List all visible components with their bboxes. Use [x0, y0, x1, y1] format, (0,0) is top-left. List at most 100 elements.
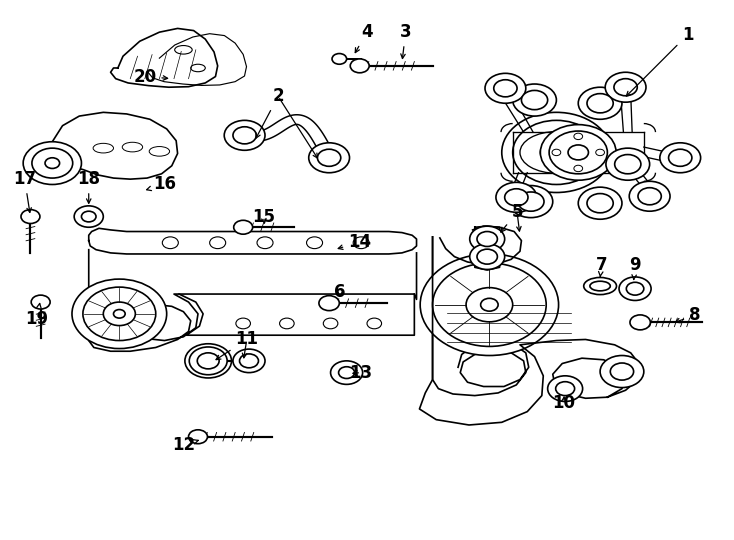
- Circle shape: [606, 72, 646, 102]
- Polygon shape: [419, 237, 640, 425]
- Circle shape: [194, 350, 222, 372]
- Circle shape: [309, 143, 349, 173]
- Text: 19: 19: [26, 303, 48, 328]
- Text: 6: 6: [334, 284, 346, 301]
- Text: 14: 14: [338, 233, 371, 251]
- Text: 8: 8: [675, 306, 700, 325]
- Circle shape: [556, 382, 575, 396]
- Circle shape: [552, 149, 561, 156]
- Polygon shape: [432, 237, 528, 396]
- Circle shape: [578, 87, 622, 119]
- Circle shape: [496, 183, 537, 212]
- Circle shape: [197, 353, 219, 369]
- Circle shape: [470, 226, 505, 252]
- Circle shape: [185, 344, 231, 378]
- Circle shape: [189, 430, 208, 444]
- Circle shape: [319, 296, 339, 310]
- Circle shape: [45, 158, 59, 168]
- Circle shape: [236, 318, 250, 329]
- Text: 15: 15: [252, 207, 275, 226]
- Polygon shape: [37, 112, 178, 180]
- Circle shape: [162, 237, 178, 248]
- Circle shape: [74, 206, 103, 227]
- Polygon shape: [89, 249, 416, 351]
- Text: 4: 4: [355, 23, 373, 52]
- Circle shape: [32, 148, 73, 178]
- Circle shape: [481, 298, 498, 311]
- Circle shape: [660, 143, 701, 173]
- Circle shape: [323, 318, 338, 329]
- Circle shape: [470, 244, 505, 269]
- Circle shape: [669, 149, 692, 166]
- Circle shape: [626, 282, 644, 295]
- Circle shape: [72, 279, 167, 348]
- Polygon shape: [111, 29, 218, 87]
- Circle shape: [587, 93, 613, 113]
- Circle shape: [614, 154, 641, 174]
- Circle shape: [540, 125, 616, 180]
- Polygon shape: [475, 226, 500, 270]
- Circle shape: [432, 263, 546, 347]
- Circle shape: [578, 187, 622, 219]
- Circle shape: [574, 133, 583, 140]
- Text: 7: 7: [596, 255, 607, 276]
- Circle shape: [619, 277, 651, 300]
- Circle shape: [600, 355, 644, 388]
- Circle shape: [606, 148, 650, 180]
- Text: 5: 5: [501, 203, 523, 232]
- Circle shape: [477, 232, 498, 246]
- Text: 20: 20: [134, 68, 167, 85]
- Text: 18: 18: [77, 170, 101, 203]
- Circle shape: [23, 141, 81, 185]
- Circle shape: [630, 315, 650, 330]
- Circle shape: [224, 120, 265, 150]
- Circle shape: [189, 347, 227, 375]
- Text: 2: 2: [256, 87, 284, 138]
- Circle shape: [568, 145, 589, 160]
- Circle shape: [505, 189, 528, 206]
- Text: 9: 9: [629, 255, 641, 280]
- Circle shape: [280, 318, 294, 329]
- Circle shape: [81, 211, 96, 222]
- Circle shape: [83, 287, 156, 341]
- Circle shape: [233, 127, 256, 144]
- Circle shape: [420, 254, 559, 355]
- Circle shape: [512, 120, 600, 185]
- Text: 13: 13: [349, 363, 373, 382]
- Text: 11: 11: [216, 330, 258, 360]
- Text: 3: 3: [400, 23, 412, 58]
- Circle shape: [549, 131, 608, 174]
- Circle shape: [574, 165, 583, 172]
- Circle shape: [614, 79, 637, 96]
- Circle shape: [548, 376, 583, 401]
- Circle shape: [502, 112, 611, 192]
- Text: 17: 17: [13, 170, 36, 212]
- Circle shape: [596, 149, 605, 156]
- Circle shape: [233, 220, 252, 234]
- Circle shape: [257, 237, 273, 248]
- Circle shape: [494, 80, 517, 97]
- Circle shape: [21, 210, 40, 224]
- Circle shape: [521, 90, 548, 110]
- Circle shape: [477, 249, 498, 264]
- Ellipse shape: [520, 132, 593, 173]
- Circle shape: [466, 288, 512, 322]
- Circle shape: [353, 237, 369, 248]
- Polygon shape: [89, 228, 416, 254]
- Circle shape: [114, 309, 126, 318]
- Circle shape: [307, 237, 322, 248]
- Circle shape: [338, 367, 355, 379]
- Circle shape: [587, 193, 613, 213]
- Circle shape: [629, 181, 670, 211]
- Circle shape: [210, 237, 225, 248]
- Circle shape: [367, 318, 382, 329]
- Circle shape: [31, 295, 50, 309]
- Circle shape: [239, 354, 258, 368]
- Circle shape: [610, 363, 633, 380]
- Circle shape: [332, 53, 346, 64]
- Text: 12: 12: [172, 436, 198, 454]
- Circle shape: [485, 73, 526, 103]
- Circle shape: [103, 302, 135, 326]
- Circle shape: [509, 186, 553, 218]
- Circle shape: [512, 84, 556, 116]
